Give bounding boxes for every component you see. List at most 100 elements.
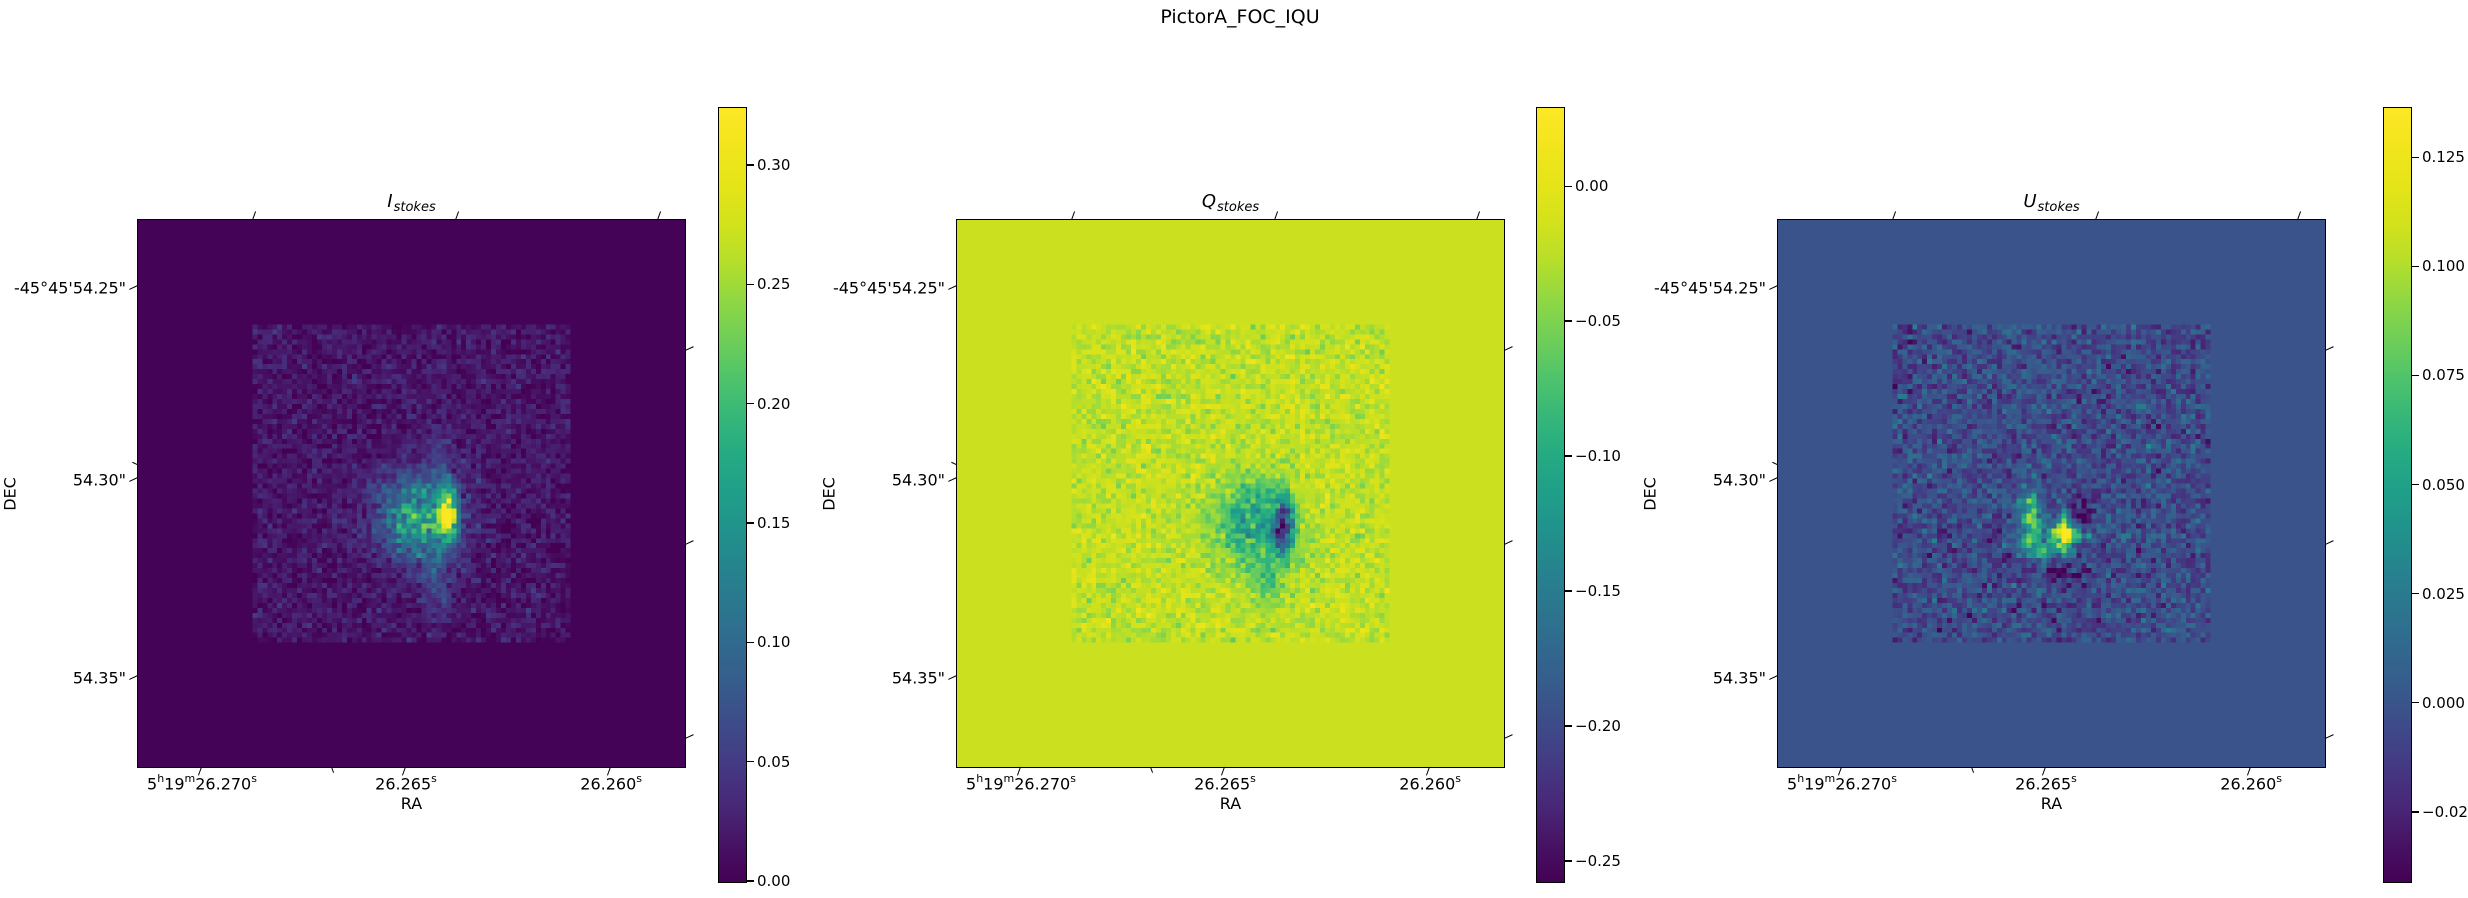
dec-tick-label: -45°45'54.25" [832, 278, 945, 298]
stokes-q-panel-title: Qstokes [1201, 191, 1260, 215]
dec-right-tick [685, 346, 694, 352]
colorbar-tick-label: 0.30 [757, 155, 791, 174]
ra-top-tick [1475, 211, 1481, 221]
dec-tick-label: -45°45'54.25" [13, 278, 126, 298]
panel-title-main: Q [1201, 191, 1217, 212]
stokes-u-panel-title: Ustokes [2023, 191, 2080, 215]
dec-tick-label: 54.30" [891, 470, 945, 490]
dec-right-tick [685, 540, 694, 546]
stokes-q-colorbar [1536, 107, 1565, 883]
ra-minor-tick [1971, 766, 1975, 773]
colorbar-tick-label: 0.075 [2422, 366, 2465, 385]
colorbar-tick-label: −0.10 [1575, 447, 1621, 466]
dec-tick-label: 54.35" [891, 668, 945, 688]
colorbar-tick-label: 0.025 [2422, 584, 2465, 603]
colorbar-tick-label: 0.15 [757, 513, 791, 532]
heatmap-canvas [138, 220, 685, 767]
colorbar-tick-label: −0.025 [2422, 803, 2468, 822]
ra-tick-label: 5h19m26.270s [1787, 772, 1897, 794]
ra-top-tick [1273, 211, 1278, 221]
colorbar-tick [1564, 185, 1572, 187]
colorbar-tick-label: 0.000 [2422, 693, 2465, 712]
stokes-u-colorbar [2383, 107, 2412, 883]
ra-tick-label: 26.260s [1399, 772, 1461, 794]
colorbar-tick [1564, 320, 1572, 322]
ra-top-tick [252, 211, 257, 221]
stokes-i-colorbar [718, 107, 747, 883]
colorbar-tick [1564, 725, 1572, 727]
ra-tick-label: 26.260s [2220, 772, 2282, 794]
dec-tick [1769, 675, 1778, 681]
ra-tick-label: 26.265s [1194, 772, 1256, 794]
dec-right-tick [2325, 734, 2334, 740]
dec-right-tick [685, 734, 694, 740]
stokes-q-image [956, 219, 1505, 768]
heatmap-canvas [957, 220, 1504, 767]
colorbar-tick-label: 0.00 [1575, 177, 1609, 196]
ra-axis-label: RA [1219, 794, 1242, 813]
colorbar-tick [746, 761, 754, 763]
colorbar-tick [746, 522, 754, 524]
stokes-i-panel-title: Istokes [387, 191, 436, 215]
colorbar-tick-label: −0.20 [1575, 717, 1621, 736]
colorbar-tick [1564, 455, 1572, 457]
dec-tick-label: 54.30" [72, 470, 126, 490]
panel-title-sub: stokes [2037, 200, 2080, 215]
colorbar-tick-label: 0.20 [757, 394, 791, 413]
colorbar-tick-label: 0.25 [757, 275, 791, 294]
dec-tick [129, 675, 138, 681]
ra-top-tick [454, 211, 459, 221]
colorbar-tick-label: 0.125 [2422, 148, 2465, 167]
panel-title-main: I [387, 191, 393, 212]
colorbar-tick [1564, 590, 1572, 592]
panel-title-sub: stokes [393, 200, 436, 215]
figure-title: PictorA_FOC_IQU [1160, 6, 1320, 28]
stokes-q-panel: Qstokes DEC RA 5h19m26.270s 26.265s 26.260… [820, 0, 1657, 898]
dec-tick-label: 54.35" [1712, 668, 1766, 688]
dec-right-tick [1504, 346, 1513, 352]
colorbar-tick [746, 164, 754, 166]
ra-top-tick [1071, 211, 1076, 221]
ra-minor-tick [331, 766, 335, 773]
dec-right-tick [1504, 734, 1513, 740]
stokes-u-image [1777, 219, 2326, 768]
dec-right-tick [2325, 346, 2334, 352]
dec-tick [948, 285, 957, 291]
colorbar-tick [2411, 374, 2419, 377]
ra-tick-label: 26.265s [2015, 772, 2077, 794]
ra-tick-label: 26.265s [375, 772, 437, 794]
panel-title-sub: stokes [1217, 200, 1260, 215]
colorbar-tick [746, 283, 754, 285]
colorbar-tick [2411, 702, 2419, 704]
stokes-u-panel: Ustokes DEC RA 5h19m26.270s 26.265s 26.260… [1641, 0, 2468, 898]
colorbar-tick [746, 403, 754, 405]
dec-tick [129, 477, 138, 483]
panel-title-main: U [2023, 191, 2037, 212]
colorbar-tick [2411, 156, 2419, 158]
colorbar-tick [2411, 484, 2419, 486]
colorbar-tick-label: −0.15 [1575, 582, 1621, 601]
heatmap-canvas [1778, 220, 2325, 767]
dec-tick [129, 285, 138, 291]
dec-tick [1769, 477, 1778, 483]
dec-right-tick [2325, 540, 2334, 546]
colorbar-tick-label: 0.00 [757, 872, 791, 890]
ra-tick-label: 5h19m26.270s [147, 772, 257, 794]
colorbar-tick [2411, 265, 2419, 267]
ra-axis-label: RA [400, 794, 423, 813]
ra-top-tick [1892, 211, 1897, 221]
ra-tick-label: 26.260s [580, 772, 642, 794]
dec-tick-label: -45°45'54.25" [1653, 278, 1766, 298]
dec-tick [948, 477, 957, 483]
colorbar-tick-label: −0.25 [1575, 852, 1621, 871]
ra-top-tick [2094, 211, 2099, 221]
ra-minor-tick [1150, 766, 1154, 773]
colorbar-tick-label: 0.050 [2422, 475, 2465, 494]
colorbar-tick [1564, 860, 1572, 862]
dec-tick-label: 54.35" [72, 668, 126, 688]
colorbar-tick-label: −0.05 [1575, 312, 1621, 331]
colorbar-tick [746, 641, 754, 643]
ra-top-tick [656, 211, 662, 221]
dec-tick-label: 54.30" [1712, 470, 1766, 490]
